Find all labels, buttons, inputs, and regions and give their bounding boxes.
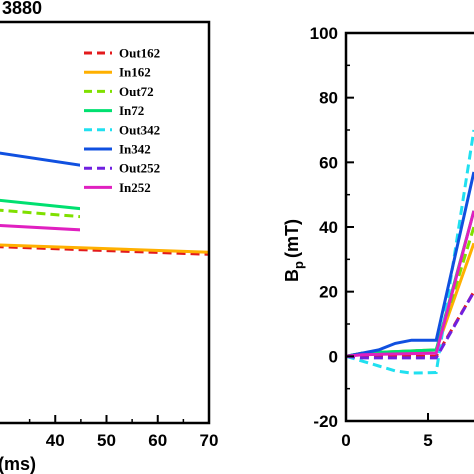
- right-x-tick-label: 5: [423, 431, 432, 450]
- left-panel-title: 3880: [2, 0, 42, 18]
- ylabel-subscript: p: [291, 261, 306, 269]
- legend-label-out72: Out72: [119, 84, 154, 99]
- right-y-tick-label: 40: [319, 218, 338, 237]
- right-y-tick-label: 80: [319, 89, 338, 108]
- right-series-line-out72: [345, 226, 474, 358]
- left-x-tick-label: 70: [200, 431, 219, 450]
- left-x-ticks: 40 50 60 70: [28, 415, 219, 450]
- left-x-tick-label: 50: [97, 431, 116, 450]
- legend-label-in162: In162: [119, 65, 151, 80]
- legend-label-in252: In252: [119, 180, 151, 195]
- left-plot-frame: [0, 20, 211, 425]
- left-x-tick-label: 40: [46, 431, 65, 450]
- left-x-tick-label: 60: [148, 431, 167, 450]
- right-y-tick-label: 20: [319, 283, 338, 302]
- ylabel-unit: (mT): [282, 219, 302, 258]
- legend-label-out252: Out252: [119, 161, 160, 176]
- right-series-group: [345, 129, 474, 375]
- left-panel: 3880 Out162 In162 Out72 In72 Out342 In342 Out2…: [0, 0, 218, 474]
- legend-background: [80, 42, 208, 242]
- legend-label-in342: In342: [119, 142, 151, 157]
- right-y-tick-label: 100: [310, 24, 338, 43]
- legend: Out162 In162 Out72 In72 Out342 In342 Out252 In2…: [84, 46, 160, 195]
- right-y-axis-label: Bp (mT): [282, 219, 306, 282]
- right-series-line-in342: [345, 171, 474, 358]
- left-series-line-out162: [0, 245, 210, 256]
- left-x-axis-label: (ms): [0, 454, 36, 474]
- right-series-line-in252: [345, 210, 474, 358]
- right-x-tick-label: 0: [341, 431, 350, 450]
- left-series-line-in162: [0, 243, 210, 254]
- legend-label-out342: Out342: [119, 122, 160, 137]
- legend-label-out162: Out162: [119, 46, 160, 61]
- right-y-tick-label: 0: [329, 347, 338, 366]
- right-series-line-out252: [345, 290, 474, 360]
- ylabel-main: B: [282, 269, 302, 282]
- legend-label-in72: In72: [119, 103, 144, 118]
- right-y-tick-label: 60: [319, 153, 338, 172]
- right-y-tick-label: -20: [313, 412, 338, 431]
